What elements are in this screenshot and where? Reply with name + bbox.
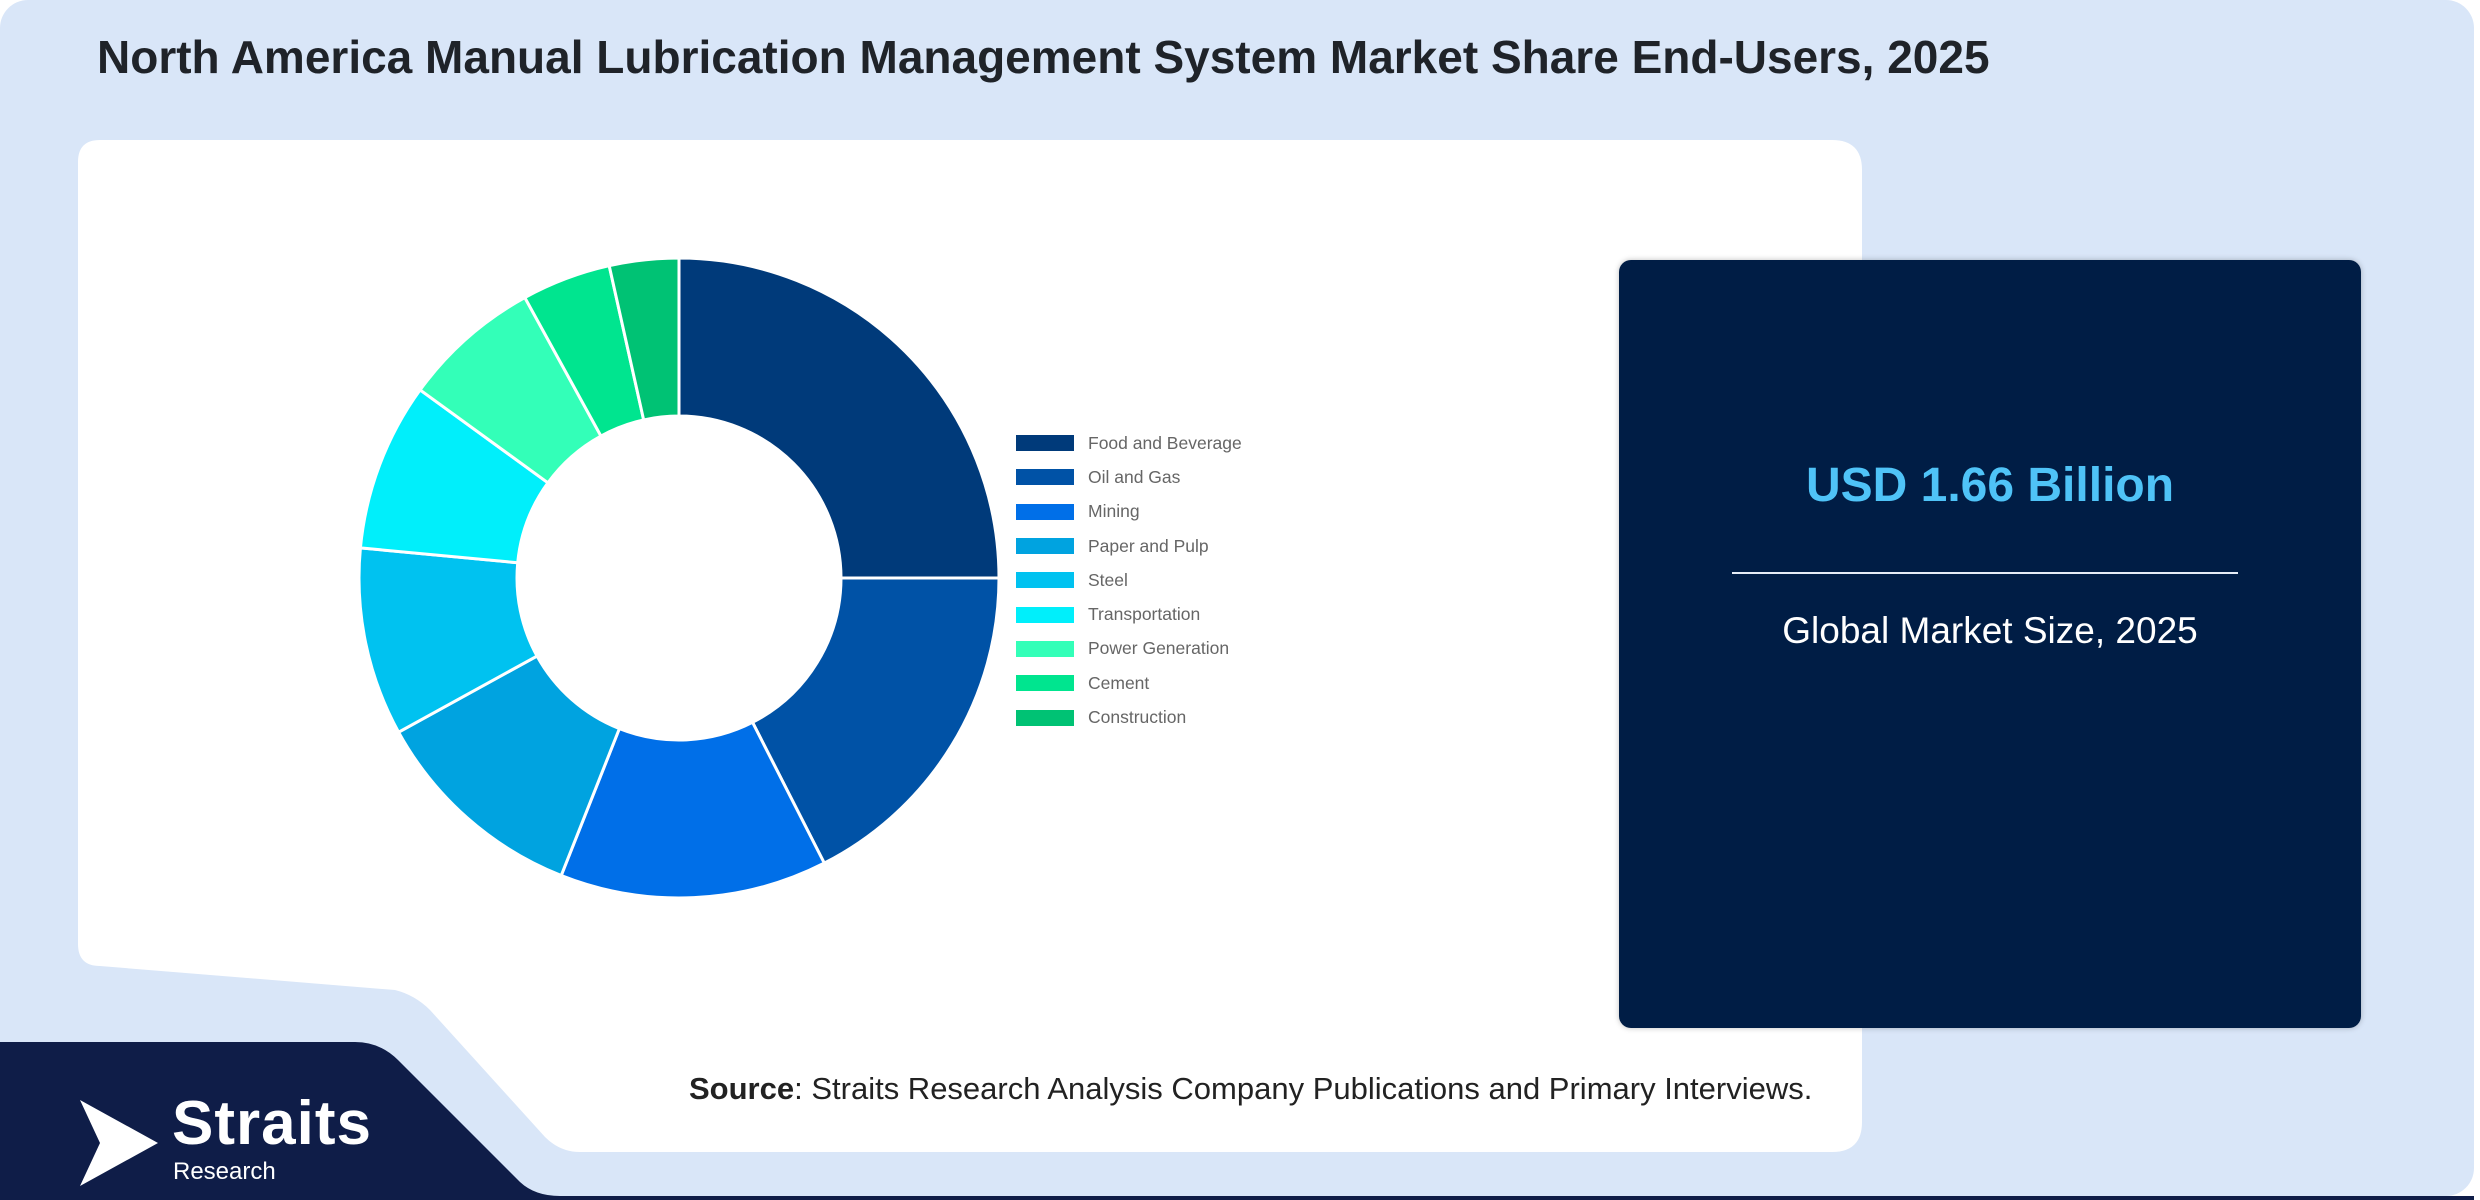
straits-research-logo: Straits Research — [80, 1089, 380, 1186]
legend-swatch — [1016, 435, 1074, 452]
legend-label: Power Generation — [1088, 638, 1230, 659]
market-size-value: USD 1.66 Billion — [1805, 459, 2175, 512]
legend-label: Transportation — [1088, 604, 1201, 625]
donut-slice-construction — [607, 256, 681, 422]
legend-swatch — [1016, 606, 1074, 623]
legend-item: Power Generation — [1016, 632, 1242, 666]
source-prefix: Source — [689, 1071, 795, 1106]
legend-swatch — [1016, 469, 1074, 486]
source-text: : Straits Research Analysis Company Publ… — [794, 1071, 1813, 1106]
legend-swatch — [1016, 572, 1074, 589]
legend-label: Food and Beverage — [1088, 432, 1242, 453]
legend-item: Construction — [1016, 700, 1242, 734]
legend-item: Paper and Pulp — [1016, 529, 1242, 563]
market-size-card: USD 1.66 Billion Global Market Size, 202… — [1619, 260, 2361, 1028]
footer-band — [0, 1042, 2474, 1200]
market-size-label: Global Market Size, 2025 — [1782, 610, 2198, 651]
chart-legend: Food and Beverage Oil and Gas Mining Paper … — [1016, 426, 1242, 735]
legend-label: Steel — [1088, 569, 1128, 590]
donut-slice-mining — [559, 720, 827, 900]
legend-label: Oil and Gas — [1088, 466, 1181, 487]
legend-swatch — [1016, 538, 1074, 555]
donut-slice-food-and-beverage — [677, 256, 1001, 580]
legend-label: Cement — [1088, 672, 1150, 693]
legend-item: Food and Beverage — [1016, 426, 1242, 460]
donut-slice-oil-and-gas — [750, 576, 1001, 866]
legend-swatch — [1016, 503, 1074, 520]
legend-swatch — [1016, 675, 1074, 692]
legend-item: Mining — [1016, 495, 1242, 529]
logo-name: Straits — [172, 1089, 372, 1158]
legend-label: Construction — [1088, 707, 1187, 728]
source-note: Source: Straits Research Analysis Compan… — [689, 1071, 1812, 1107]
legend-item: Cement — [1016, 666, 1242, 700]
legend-item: Oil and Gas — [1016, 460, 1242, 494]
legend-item: Transportation — [1016, 597, 1242, 631]
legend-swatch — [1016, 640, 1074, 657]
logo-arrow-icon — [80, 1100, 158, 1186]
legend-swatch — [1016, 709, 1074, 726]
legend-label: Mining — [1088, 501, 1140, 522]
legend-item: Steel — [1016, 563, 1242, 597]
stat-divider — [1732, 572, 2238, 574]
logo-subtitle: Research — [173, 1158, 276, 1185]
legend-label: Paper and Pulp — [1088, 535, 1209, 556]
page-title: North America Manual Lubrication Managem… — [97, 31, 1990, 83]
